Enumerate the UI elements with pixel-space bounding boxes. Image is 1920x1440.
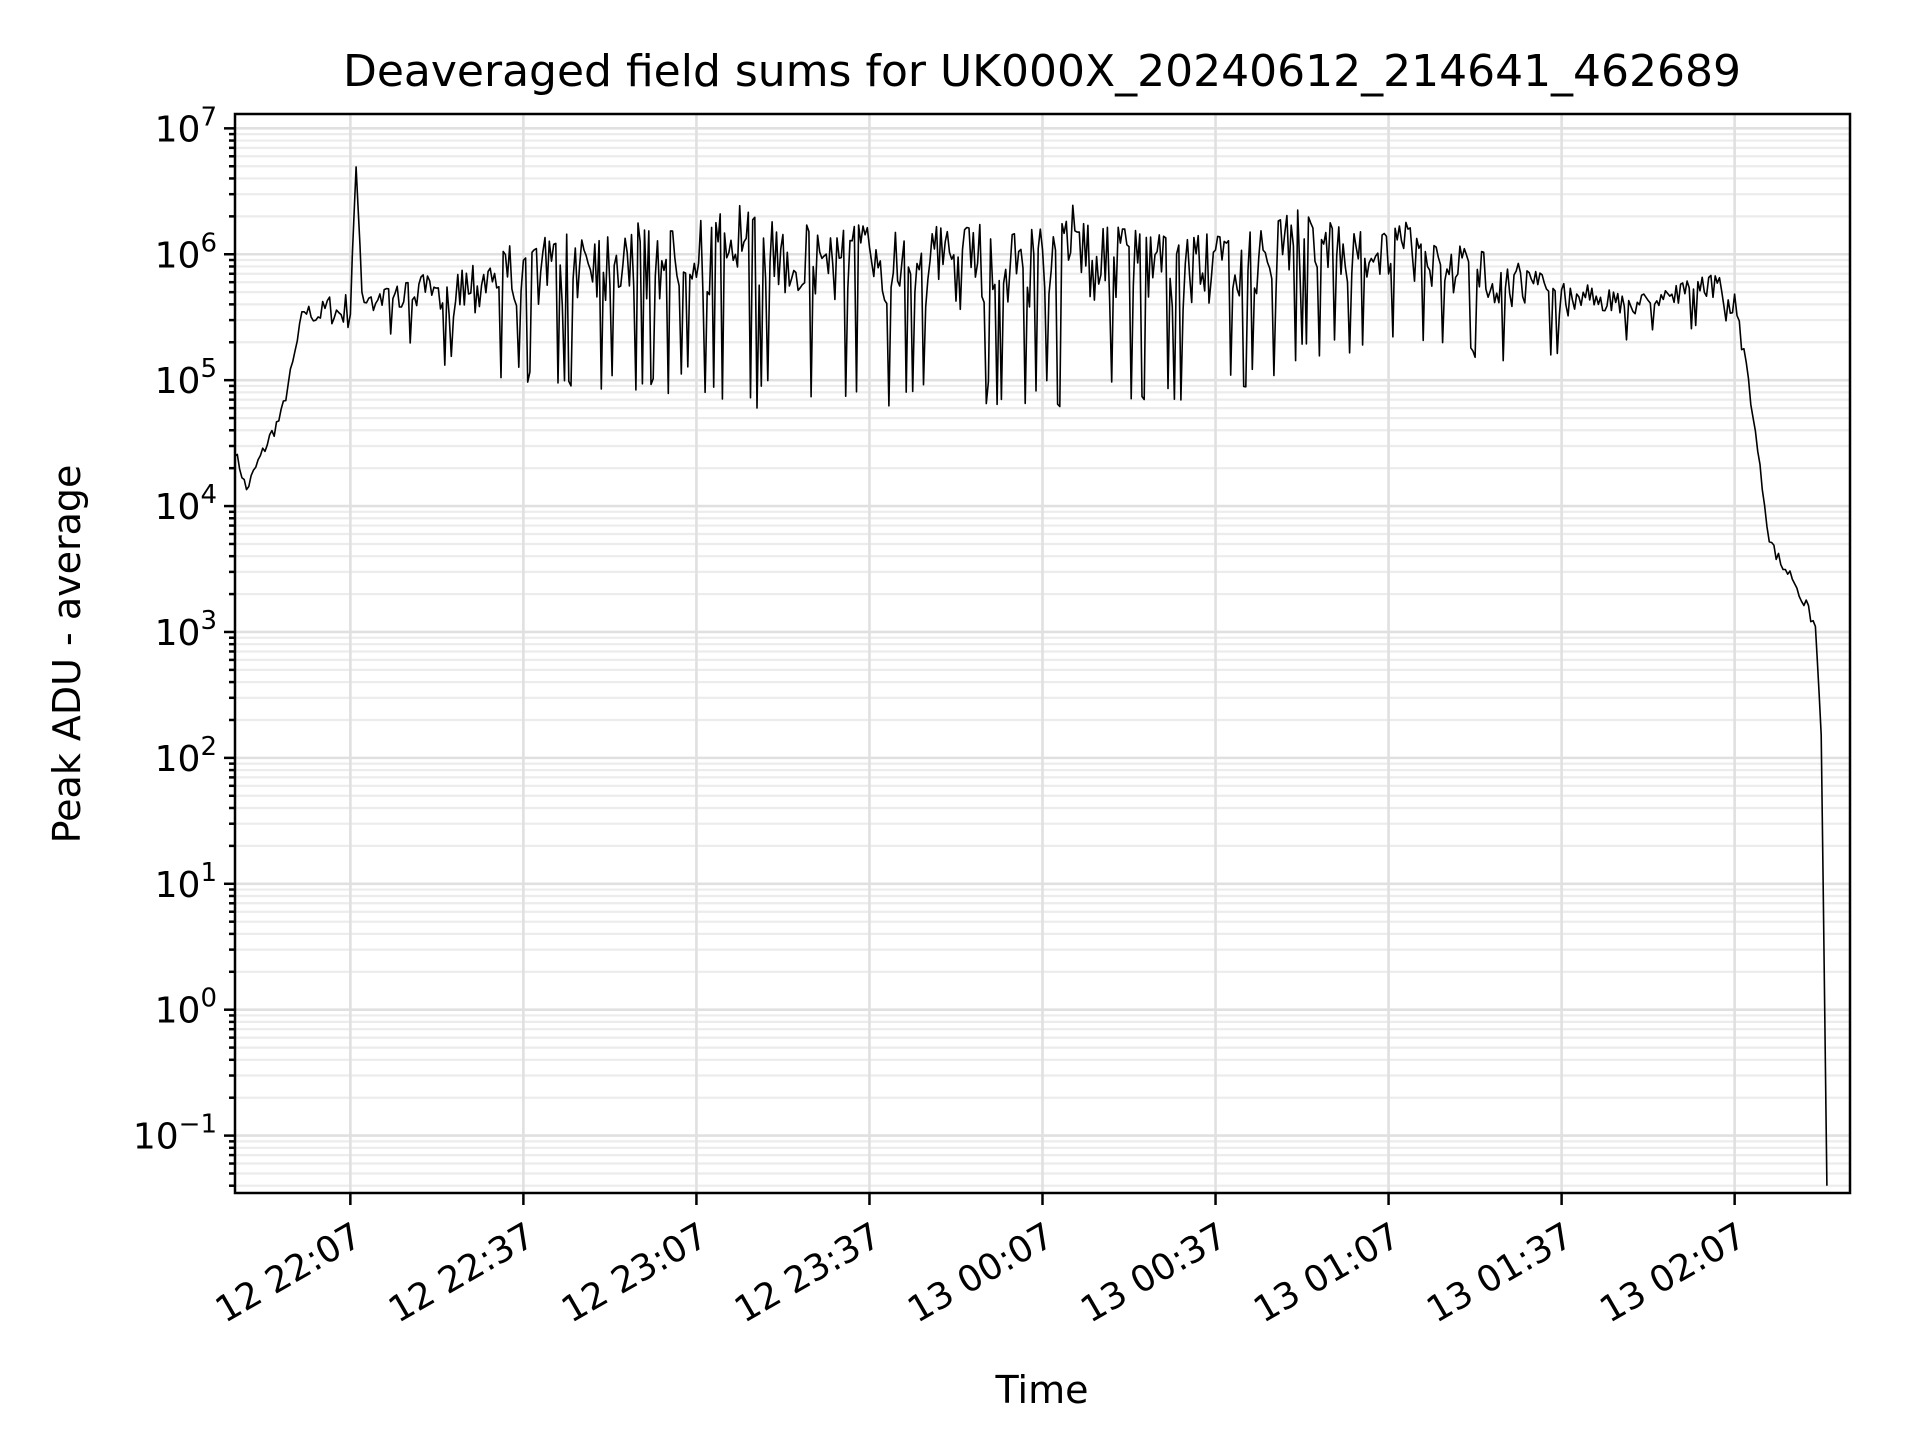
y-tick-label: 104 [155,480,217,528]
y-tick-label: 103 [155,606,217,654]
y-tick-label: 105 [155,354,217,402]
y-tick-label: 106 [155,228,217,276]
series-line [234,166,1828,1186]
y-tick-label: 101 [155,858,217,906]
y-tick-label: 100 [155,984,217,1032]
x-axis-label: Time [995,1368,1089,1412]
series-layer [234,166,1828,1186]
chart-title: Deaveraged field sums for UK000X_2024061… [343,46,1741,97]
y-axis: 107 106 105 104 103 102 101 100 10−1 [133,102,235,1187]
y-tick-label: 107 [155,102,217,150]
y-tick-label: 10−1 [133,1110,217,1158]
y-tick-label: 102 [155,732,217,780]
y-axis-label: Peak ADU - average [45,465,89,844]
